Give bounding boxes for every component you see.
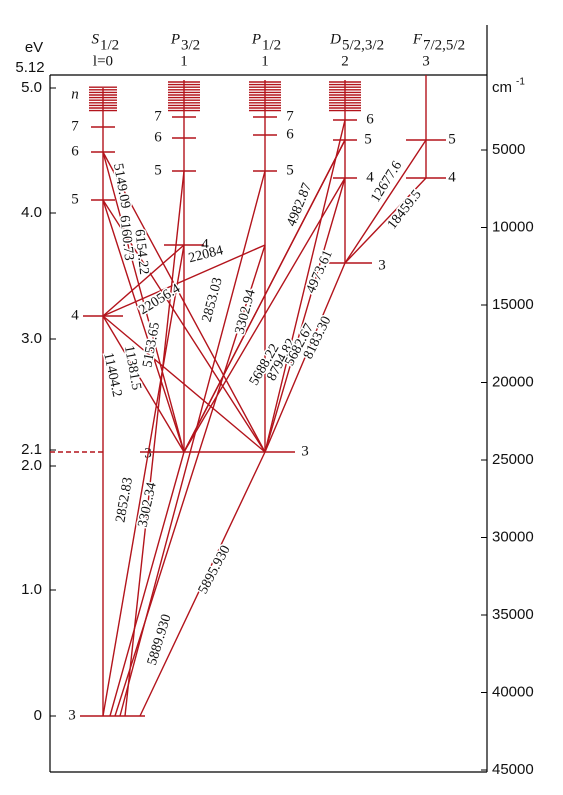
column-l: l=0 <box>93 53 113 69</box>
level-label: 6 <box>154 129 162 145</box>
level-label: 5 <box>154 162 162 178</box>
wavelength-label: 2852.83 <box>113 476 136 523</box>
wavelength-label: 5889.930 <box>145 613 175 668</box>
y2-tick-label: 40000 <box>492 683 534 700</box>
level-label: 6 <box>286 126 294 142</box>
transition <box>102 315 266 453</box>
wavelength-label: 6160.73 <box>116 215 136 262</box>
transition <box>344 139 427 264</box>
transition <box>344 177 427 264</box>
level-label: 4 <box>201 236 209 252</box>
y2-tick-label: 45000 <box>492 761 534 778</box>
column-l: 2 <box>341 53 349 69</box>
transition <box>124 170 185 717</box>
column-l: 1 <box>180 53 188 69</box>
level-label: n <box>71 86 79 102</box>
transition <box>183 139 346 453</box>
column-subscript: 1/2 <box>262 37 281 53</box>
y-tick-label: 5.0 <box>21 79 42 96</box>
transition <box>264 262 346 453</box>
column-subscript: 1/2 <box>100 37 119 53</box>
column-subscript: 3/2 <box>181 37 200 53</box>
left-unit: eV <box>25 39 43 56</box>
level-label: 5 <box>364 131 372 147</box>
y2-tick-label: 30000 <box>492 528 534 545</box>
transition <box>264 119 346 453</box>
right-unit-exponent: -1 <box>516 77 525 88</box>
y-tick-label: 2.0 <box>21 457 42 474</box>
column-term: D <box>329 31 341 47</box>
y-tick-label: 1.0 <box>21 581 42 598</box>
transition <box>102 244 266 317</box>
y2-tick-label: 25000 <box>492 451 534 468</box>
level-label: 5 <box>448 131 456 147</box>
level-label: 3 <box>378 257 386 273</box>
column-term: F <box>412 31 423 47</box>
level-label: 7 <box>154 108 162 124</box>
y-tick-label: 0 <box>34 707 42 724</box>
transition <box>264 177 346 453</box>
wavelength-label: 3302.94 <box>233 288 259 336</box>
y-tick-label: 4.0 <box>21 204 42 221</box>
level-label: 4 <box>366 169 374 185</box>
transition <box>109 451 185 717</box>
y2-tick-label: 10000 <box>492 218 534 235</box>
level-label: 3 <box>68 707 76 723</box>
column-l: 3 <box>422 53 430 69</box>
level-label: 4 <box>448 169 456 185</box>
column-subscript: 7/2,5/2 <box>423 37 465 53</box>
y-tick-label: 2.1 <box>21 441 42 458</box>
level-label: 5 <box>286 162 294 178</box>
y2-tick-label: 5000 <box>492 141 525 158</box>
transition <box>102 199 266 453</box>
right-unit: cm <box>492 79 512 96</box>
transition <box>102 199 185 453</box>
wavelength-label: 3302.34 <box>136 481 160 529</box>
wavelength-label: 2853.03 <box>200 276 226 324</box>
transition <box>102 244 185 317</box>
level-label: 6 <box>366 111 374 127</box>
y2-tick-label: 15000 <box>492 296 534 313</box>
transition <box>102 151 185 453</box>
transition <box>102 244 185 717</box>
wavelength-label: 4982.87 <box>284 181 315 229</box>
top-value: 5.12 <box>15 59 44 76</box>
y-tick-label: 3.0 <box>21 330 42 347</box>
wavelength-label: 11381.5 <box>121 344 144 391</box>
transition <box>119 170 266 717</box>
wavelength-label: 11404.2 <box>100 351 124 398</box>
level-label: 3 <box>301 443 309 459</box>
level-label: 4 <box>71 307 79 323</box>
column-term: P <box>251 31 261 47</box>
transition <box>139 451 266 717</box>
wavelength-label: 12677.6 <box>368 159 405 206</box>
transition <box>102 315 185 453</box>
level-label: 7 <box>71 118 79 134</box>
transition <box>102 151 266 453</box>
y2-tick-label: 20000 <box>492 373 534 390</box>
level-label: 7 <box>286 108 294 124</box>
level-label: 5 <box>71 191 79 207</box>
column-l: 1 <box>261 53 269 69</box>
column-term: S <box>92 31 100 47</box>
level-label: 6 <box>71 143 79 159</box>
wavelength-label: 5149.09 <box>110 162 133 209</box>
wavelength-label: 6154.22 <box>131 229 151 276</box>
transition <box>114 244 266 717</box>
transition <box>183 177 346 453</box>
wavelength-label: 5895.930 <box>196 543 234 596</box>
y2-tick-label: 35000 <box>492 606 534 623</box>
column-subscript: 5/2,3/2 <box>342 37 384 53</box>
column-term: P <box>170 31 180 47</box>
wavelength-label: 22084 <box>187 243 225 266</box>
